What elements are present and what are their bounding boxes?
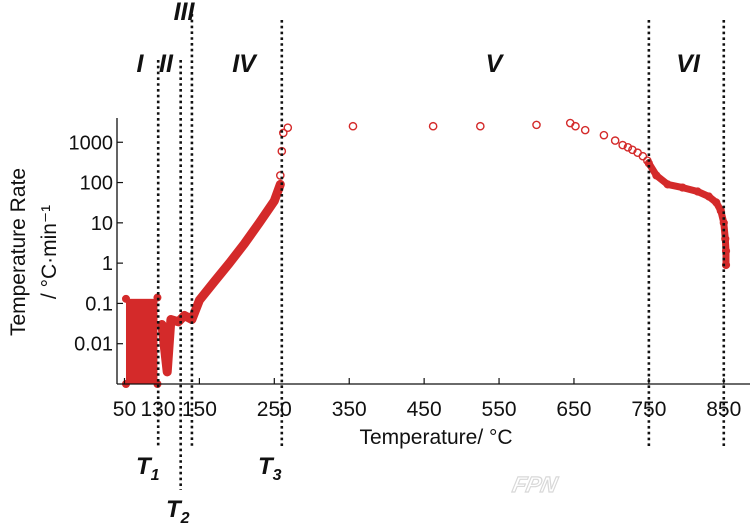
data-point: [571, 121, 580, 131]
dense-data-band: [121, 179, 285, 388]
data-point: [195, 296, 204, 305]
x-tick-label: 850: [706, 398, 741, 421]
x-tick-label-extra: 130: [140, 398, 175, 421]
y-axis-label-line2: / °C·min⁻¹: [38, 205, 61, 299]
data-point: [721, 234, 730, 243]
data-point: [712, 198, 721, 207]
data-point: [428, 121, 438, 131]
threshold-label-t3: T3: [258, 453, 282, 484]
data-point: [279, 128, 288, 138]
data-point: [663, 180, 672, 189]
x-tick-label: 350: [332, 398, 367, 421]
y-tick-label: 10: [91, 213, 113, 235]
y-tick-label: 0.01: [74, 334, 113, 356]
data-point: [610, 136, 620, 145]
x-tick-label: 450: [407, 398, 442, 421]
data-markers: [276, 118, 731, 270]
data-point: [276, 171, 285, 180]
data-point: [283, 123, 293, 132]
x-tick-label: 150: [182, 398, 217, 421]
y-tick-label: 1: [102, 253, 113, 275]
data-point: [121, 294, 130, 303]
data-point: [157, 320, 166, 329]
y-tick-label: 100: [80, 173, 113, 195]
y-axis-label-line1: Temperature Rate: [7, 168, 30, 336]
data-point: [721, 246, 731, 256]
data-point: [240, 239, 249, 248]
x-tick-label: 650: [556, 398, 591, 421]
watermark-logo: FPN: [510, 472, 560, 497]
data-point: [210, 277, 219, 286]
data-point: [532, 120, 541, 130]
data-point: [678, 183, 687, 192]
data-point: [348, 121, 358, 131]
region-label-4: IV: [232, 50, 258, 78]
data-point: [476, 121, 485, 131]
data-point: [270, 196, 279, 205]
region-label-2: II: [159, 50, 174, 78]
data-point: [623, 142, 633, 152]
data-point: [716, 206, 725, 215]
x-tick-label: 250: [257, 398, 292, 421]
data-point: [652, 171, 661, 180]
region-label-1: I: [137, 50, 145, 78]
data-point: [580, 125, 590, 135]
y-tick-label: 0.1: [85, 293, 113, 315]
region-label-6: VI: [676, 50, 701, 78]
data-point: [163, 367, 172, 376]
data-point: [225, 259, 234, 268]
x-tick-label: 50: [113, 398, 136, 421]
threshold-label-t1: T1: [136, 453, 160, 484]
data-point: [166, 315, 175, 324]
tail-trail: [645, 159, 730, 269]
x-axis-label: Temperature/ °C: [359, 426, 512, 449]
threshold-label-t2: T2: [166, 496, 190, 527]
x-axis-ticks: 50 150 250 350 450 550 650 750 850: [113, 378, 741, 421]
x-tick-label: 750: [631, 398, 666, 421]
region-label-3: III: [174, 0, 196, 26]
x-tick-label: 550: [482, 398, 517, 421]
data-point: [618, 140, 627, 150]
data-point: [693, 187, 702, 196]
y-tick-label: 1000: [69, 132, 114, 154]
data-point: [704, 192, 713, 201]
data-point: [599, 130, 609, 140]
data-point: [255, 218, 264, 227]
region-boundaries: [156, 14, 726, 490]
data-point: [638, 151, 648, 161]
dense-band-region-1: [125, 298, 158, 384]
region-label-5: V: [486, 50, 505, 78]
y-axis-ticks: 0.01 0.1 1 10 100 1000: [69, 132, 123, 356]
